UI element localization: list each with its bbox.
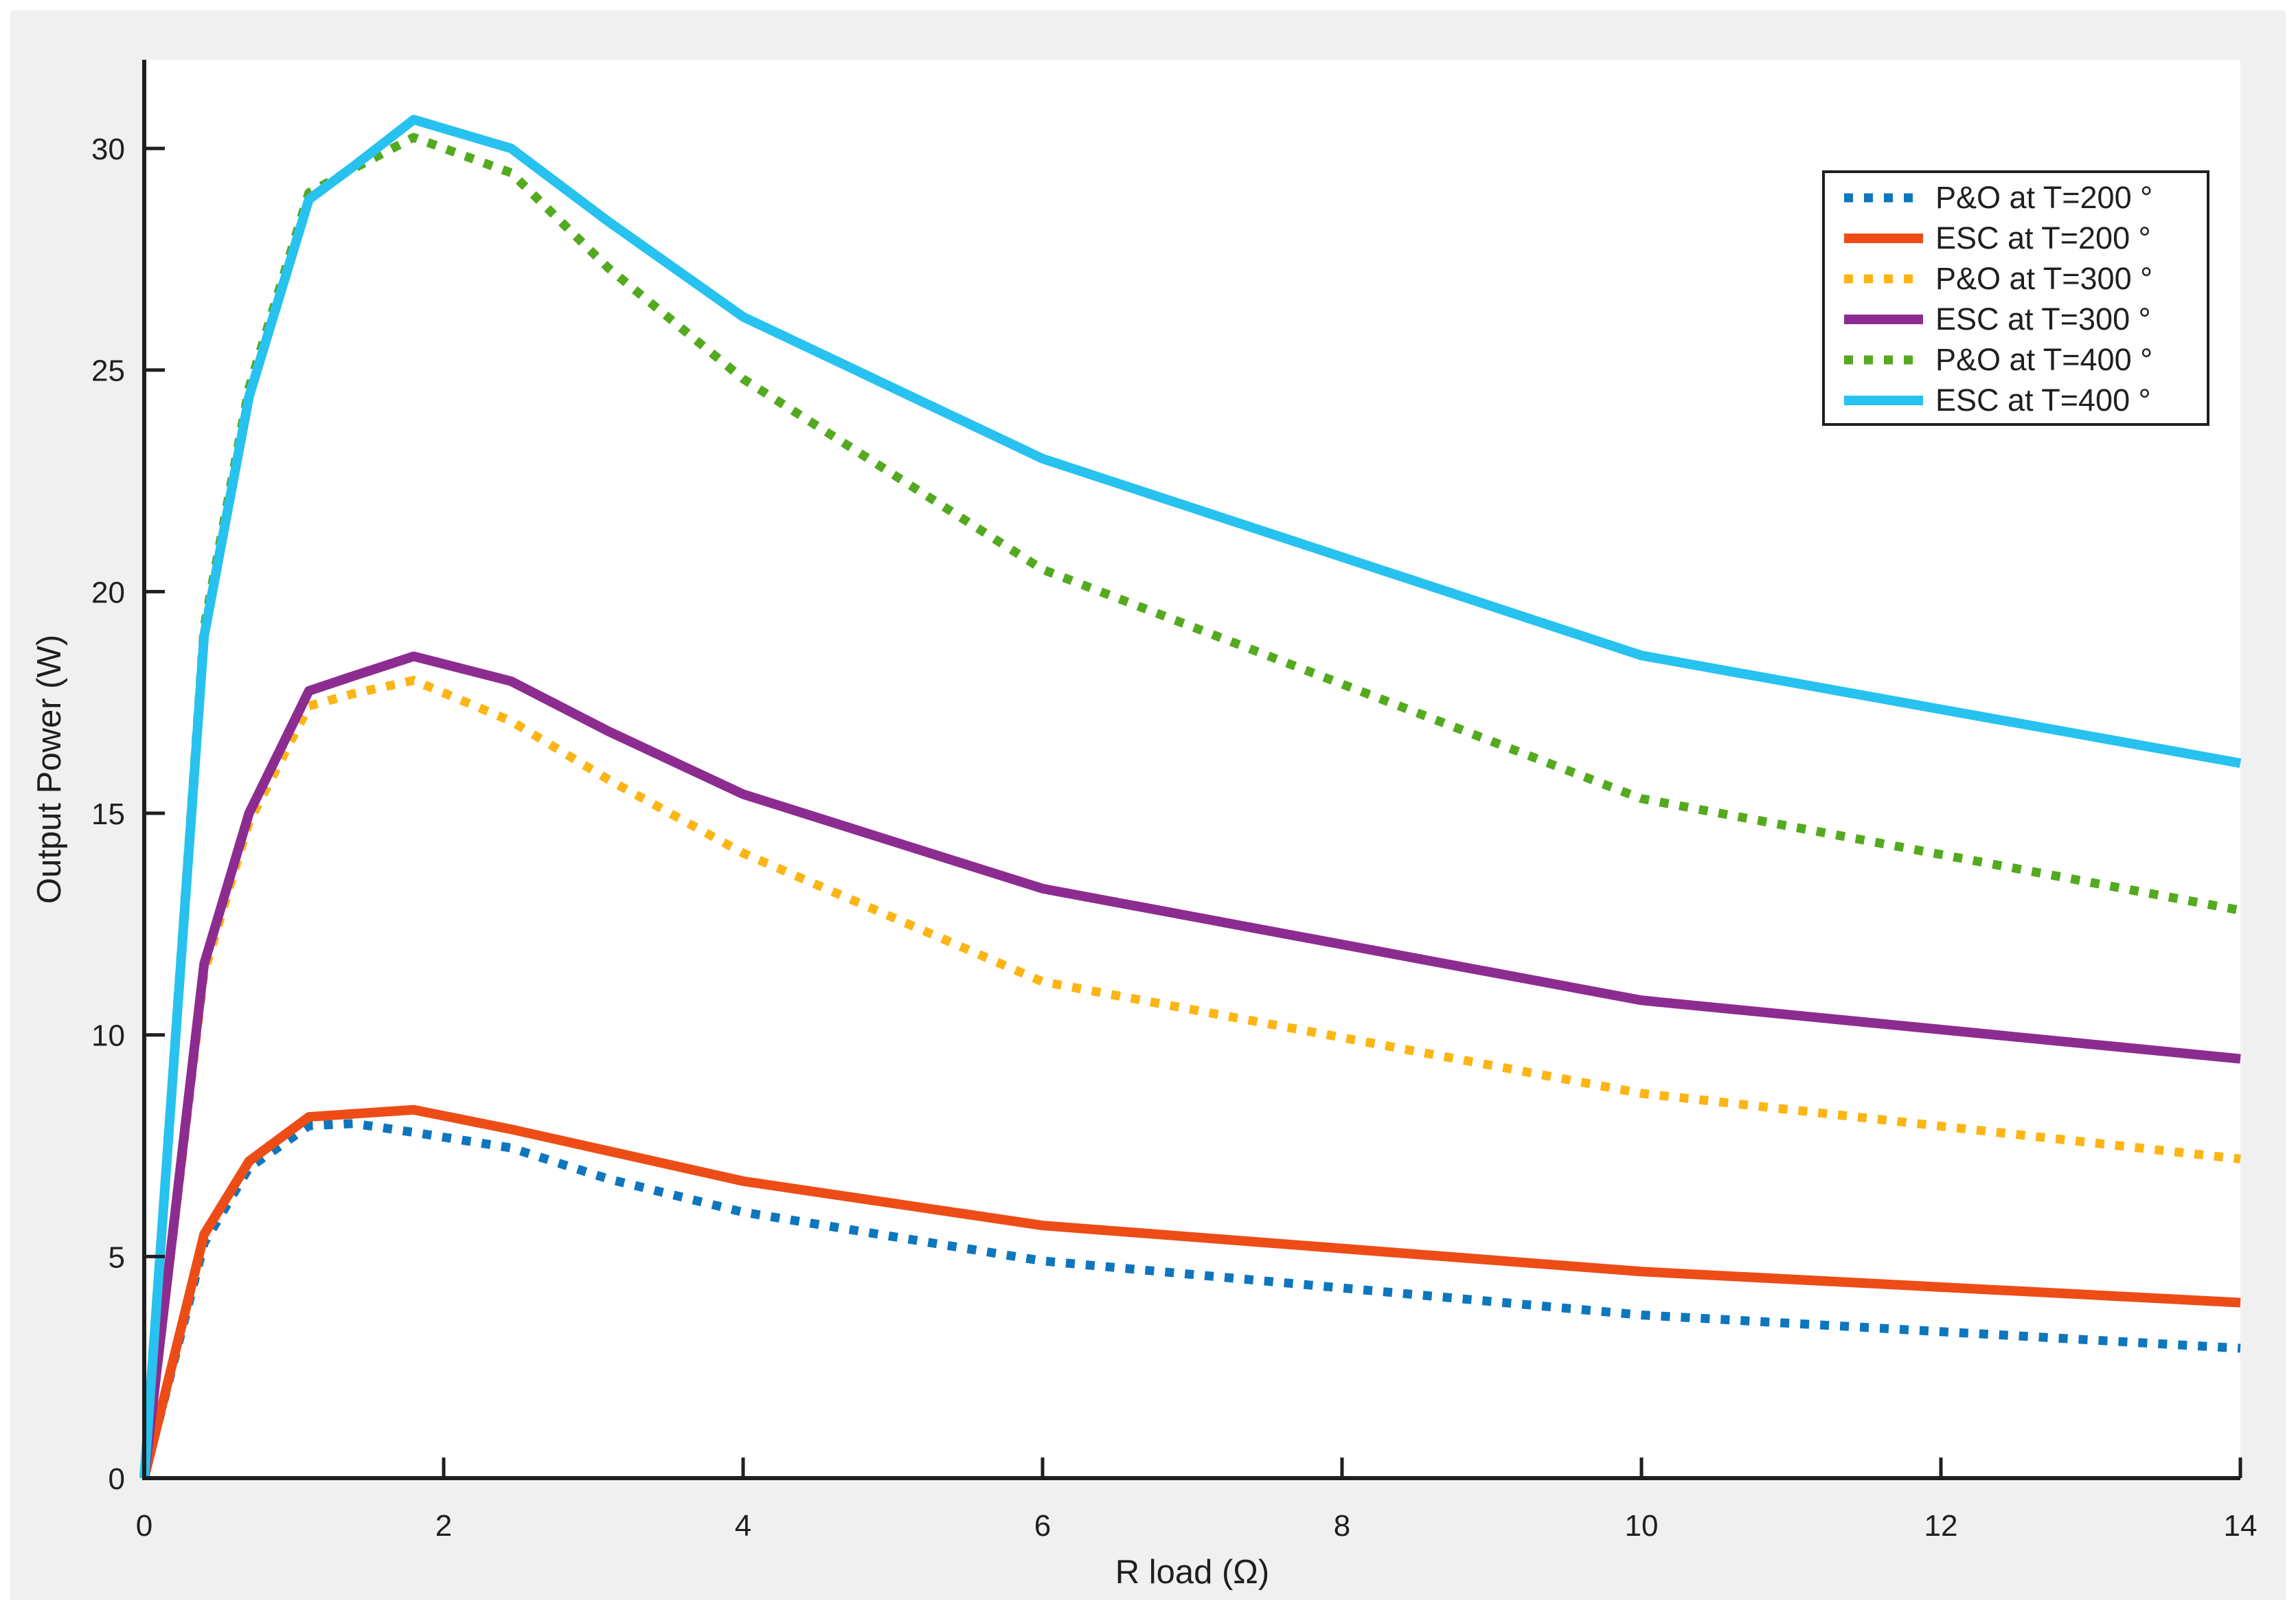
- series-line-1: [139, 1104, 2241, 1479]
- y-tick-label: 25: [91, 354, 125, 388]
- y-tick-label: 30: [91, 133, 125, 166]
- x-tick-label: 2: [435, 1509, 452, 1543]
- legend-label-0: P&O at T=200 °: [1935, 180, 2152, 215]
- legend-box: [1822, 170, 2209, 426]
- series-line-0: [139, 1119, 2241, 1479]
- y-tick-label: 15: [91, 797, 125, 831]
- x-tick-label: 12: [1924, 1509, 1958, 1543]
- y-tick-label: 10: [91, 1019, 125, 1053]
- y-tick-label: 5: [109, 1240, 125, 1274]
- x-tick-label: 6: [1034, 1509, 1051, 1543]
- ticks-group: 0 2 4 6 8 10 12 14 0 5 10 15 20 25 30: [91, 133, 2257, 1543]
- legend: P&O at T=200 ° ESC at T=200 ° P&O at T=300…: [1822, 170, 2209, 426]
- series-line-3: [139, 651, 2241, 1479]
- legend-label-5: ESC at T=400 °: [1935, 383, 2151, 418]
- legend-label-3: ESC at T=300 °: [1935, 302, 2151, 337]
- legend-label-1: ESC at T=200 °: [1935, 220, 2151, 256]
- x-tick-label: 0: [136, 1509, 152, 1543]
- y-axis-label: Output Power (W): [31, 635, 68, 904]
- x-tick-label: 4: [735, 1509, 751, 1543]
- x-tick-label: 8: [1334, 1509, 1350, 1543]
- y-tick-label: 0: [109, 1462, 125, 1496]
- y-tick-label: 20: [91, 576, 125, 609]
- series-line-5: [139, 115, 2242, 1479]
- legend-label-4: P&O at T=400 °: [1935, 342, 2152, 377]
- legend-label-2: P&O at T=300 °: [1935, 261, 2152, 296]
- x-tick-label: 14: [2224, 1509, 2258, 1543]
- x-axis-label: R load (Ω): [1115, 1554, 1270, 1591]
- x-tick-label: 10: [1625, 1509, 1659, 1543]
- series-group: [139, 115, 2242, 1479]
